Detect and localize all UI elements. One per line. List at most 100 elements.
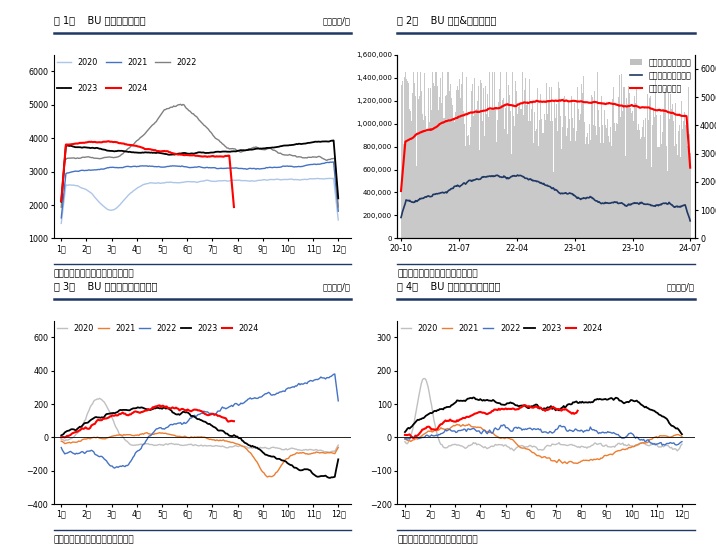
2023 (412, 418, 421, 424)
Bar (438, 110, 439, 238)
2023 (401, 429, 410, 435)
Bar (646, 90, 647, 238)
Bar (685, 124, 686, 238)
Bar (607, 119, 608, 238)
2022 (499, 421, 508, 428)
Bar (678, 132, 679, 238)
2024 (574, 408, 582, 414)
Bar (500, 100, 501, 238)
2022 (677, 438, 686, 445)
Bar (602, 125, 603, 238)
2020 (412, 406, 421, 412)
Bar (435, 72, 436, 238)
Bar (491, 109, 492, 238)
2022 (101, 456, 110, 463)
Bar (582, 93, 583, 238)
Bar (408, 83, 409, 238)
Bar (497, 120, 498, 238)
2020 (495, 441, 504, 448)
Bar (516, 90, 517, 238)
Bar (655, 79, 656, 238)
Bar (574, 134, 575, 238)
Line: 2023: 2023 (62, 407, 338, 478)
Text: 数据来源：钓联、海通期货研究所: 数据来源：钓联、海通期货研究所 (397, 535, 478, 544)
Bar (440, 72, 441, 238)
Legend: 成交量（左轴，手）, 持仓量（左轴，手）, 氥青主力收盘价: 成交量（左轴，手）, 持仓量（左轴，手）, 氥青主力收盘价 (626, 55, 695, 96)
Line: 2024: 2024 (62, 141, 234, 207)
Bar (680, 157, 681, 238)
2024 (148, 404, 157, 410)
Bar (402, 81, 403, 238)
Bar (492, 72, 493, 238)
Bar (664, 92, 665, 238)
2024 (499, 406, 508, 413)
Bar (405, 72, 406, 238)
2020 (102, 403, 111, 409)
2021 (69, 439, 77, 446)
Bar (593, 155, 594, 238)
2024 (155, 148, 164, 155)
Bar (657, 147, 658, 238)
2024 (409, 435, 417, 441)
Bar (583, 92, 584, 238)
2020 (419, 375, 427, 382)
2021 (495, 435, 504, 442)
2022 (151, 119, 160, 126)
2022 (176, 101, 185, 107)
2024 (127, 142, 135, 149)
Bar (555, 118, 556, 238)
Bar (517, 93, 518, 238)
Bar (461, 84, 462, 238)
Bar (651, 111, 652, 238)
2021 (57, 438, 66, 444)
Bar (424, 73, 425, 238)
Bar (452, 105, 453, 238)
2022 (316, 375, 324, 381)
Bar (587, 133, 588, 238)
Bar (565, 116, 566, 238)
2022 (152, 426, 160, 432)
Bar (481, 83, 482, 238)
Bar (624, 145, 625, 238)
2024 (178, 151, 186, 158)
Bar (670, 94, 671, 238)
Bar (568, 102, 569, 238)
Bar (473, 116, 474, 238)
Line: 2022: 2022 (405, 425, 682, 445)
Bar (443, 118, 444, 238)
2022 (658, 442, 667, 448)
Bar (415, 96, 416, 238)
2021 (334, 444, 342, 450)
Bar (512, 72, 513, 238)
Bar (401, 72, 402, 238)
Bar (656, 127, 657, 238)
Bar (416, 166, 417, 238)
Bar (470, 127, 471, 238)
2024 (458, 415, 467, 421)
2020 (334, 442, 342, 448)
Bar (503, 134, 504, 238)
2024 (57, 198, 66, 204)
Bar (509, 95, 510, 238)
Bar (640, 139, 641, 238)
Bar (626, 141, 627, 238)
Bar (633, 121, 634, 238)
2020 (101, 204, 110, 211)
Bar (554, 102, 555, 238)
Bar (603, 143, 604, 238)
Bar (522, 168, 523, 238)
Bar (483, 88, 484, 238)
Bar (551, 87, 552, 238)
2022 (412, 434, 421, 441)
Text: 数据来源：钓联、海通期货研究所: 数据来源：钓联、海通期货研究所 (54, 270, 135, 278)
Bar (576, 131, 577, 238)
Bar (474, 78, 475, 238)
2022 (75, 450, 84, 456)
Bar (650, 96, 651, 238)
2020 (324, 449, 333, 455)
Bar (605, 124, 606, 238)
Bar (594, 91, 595, 238)
2023 (316, 473, 324, 480)
Bar (449, 91, 450, 238)
Bar (595, 126, 596, 238)
